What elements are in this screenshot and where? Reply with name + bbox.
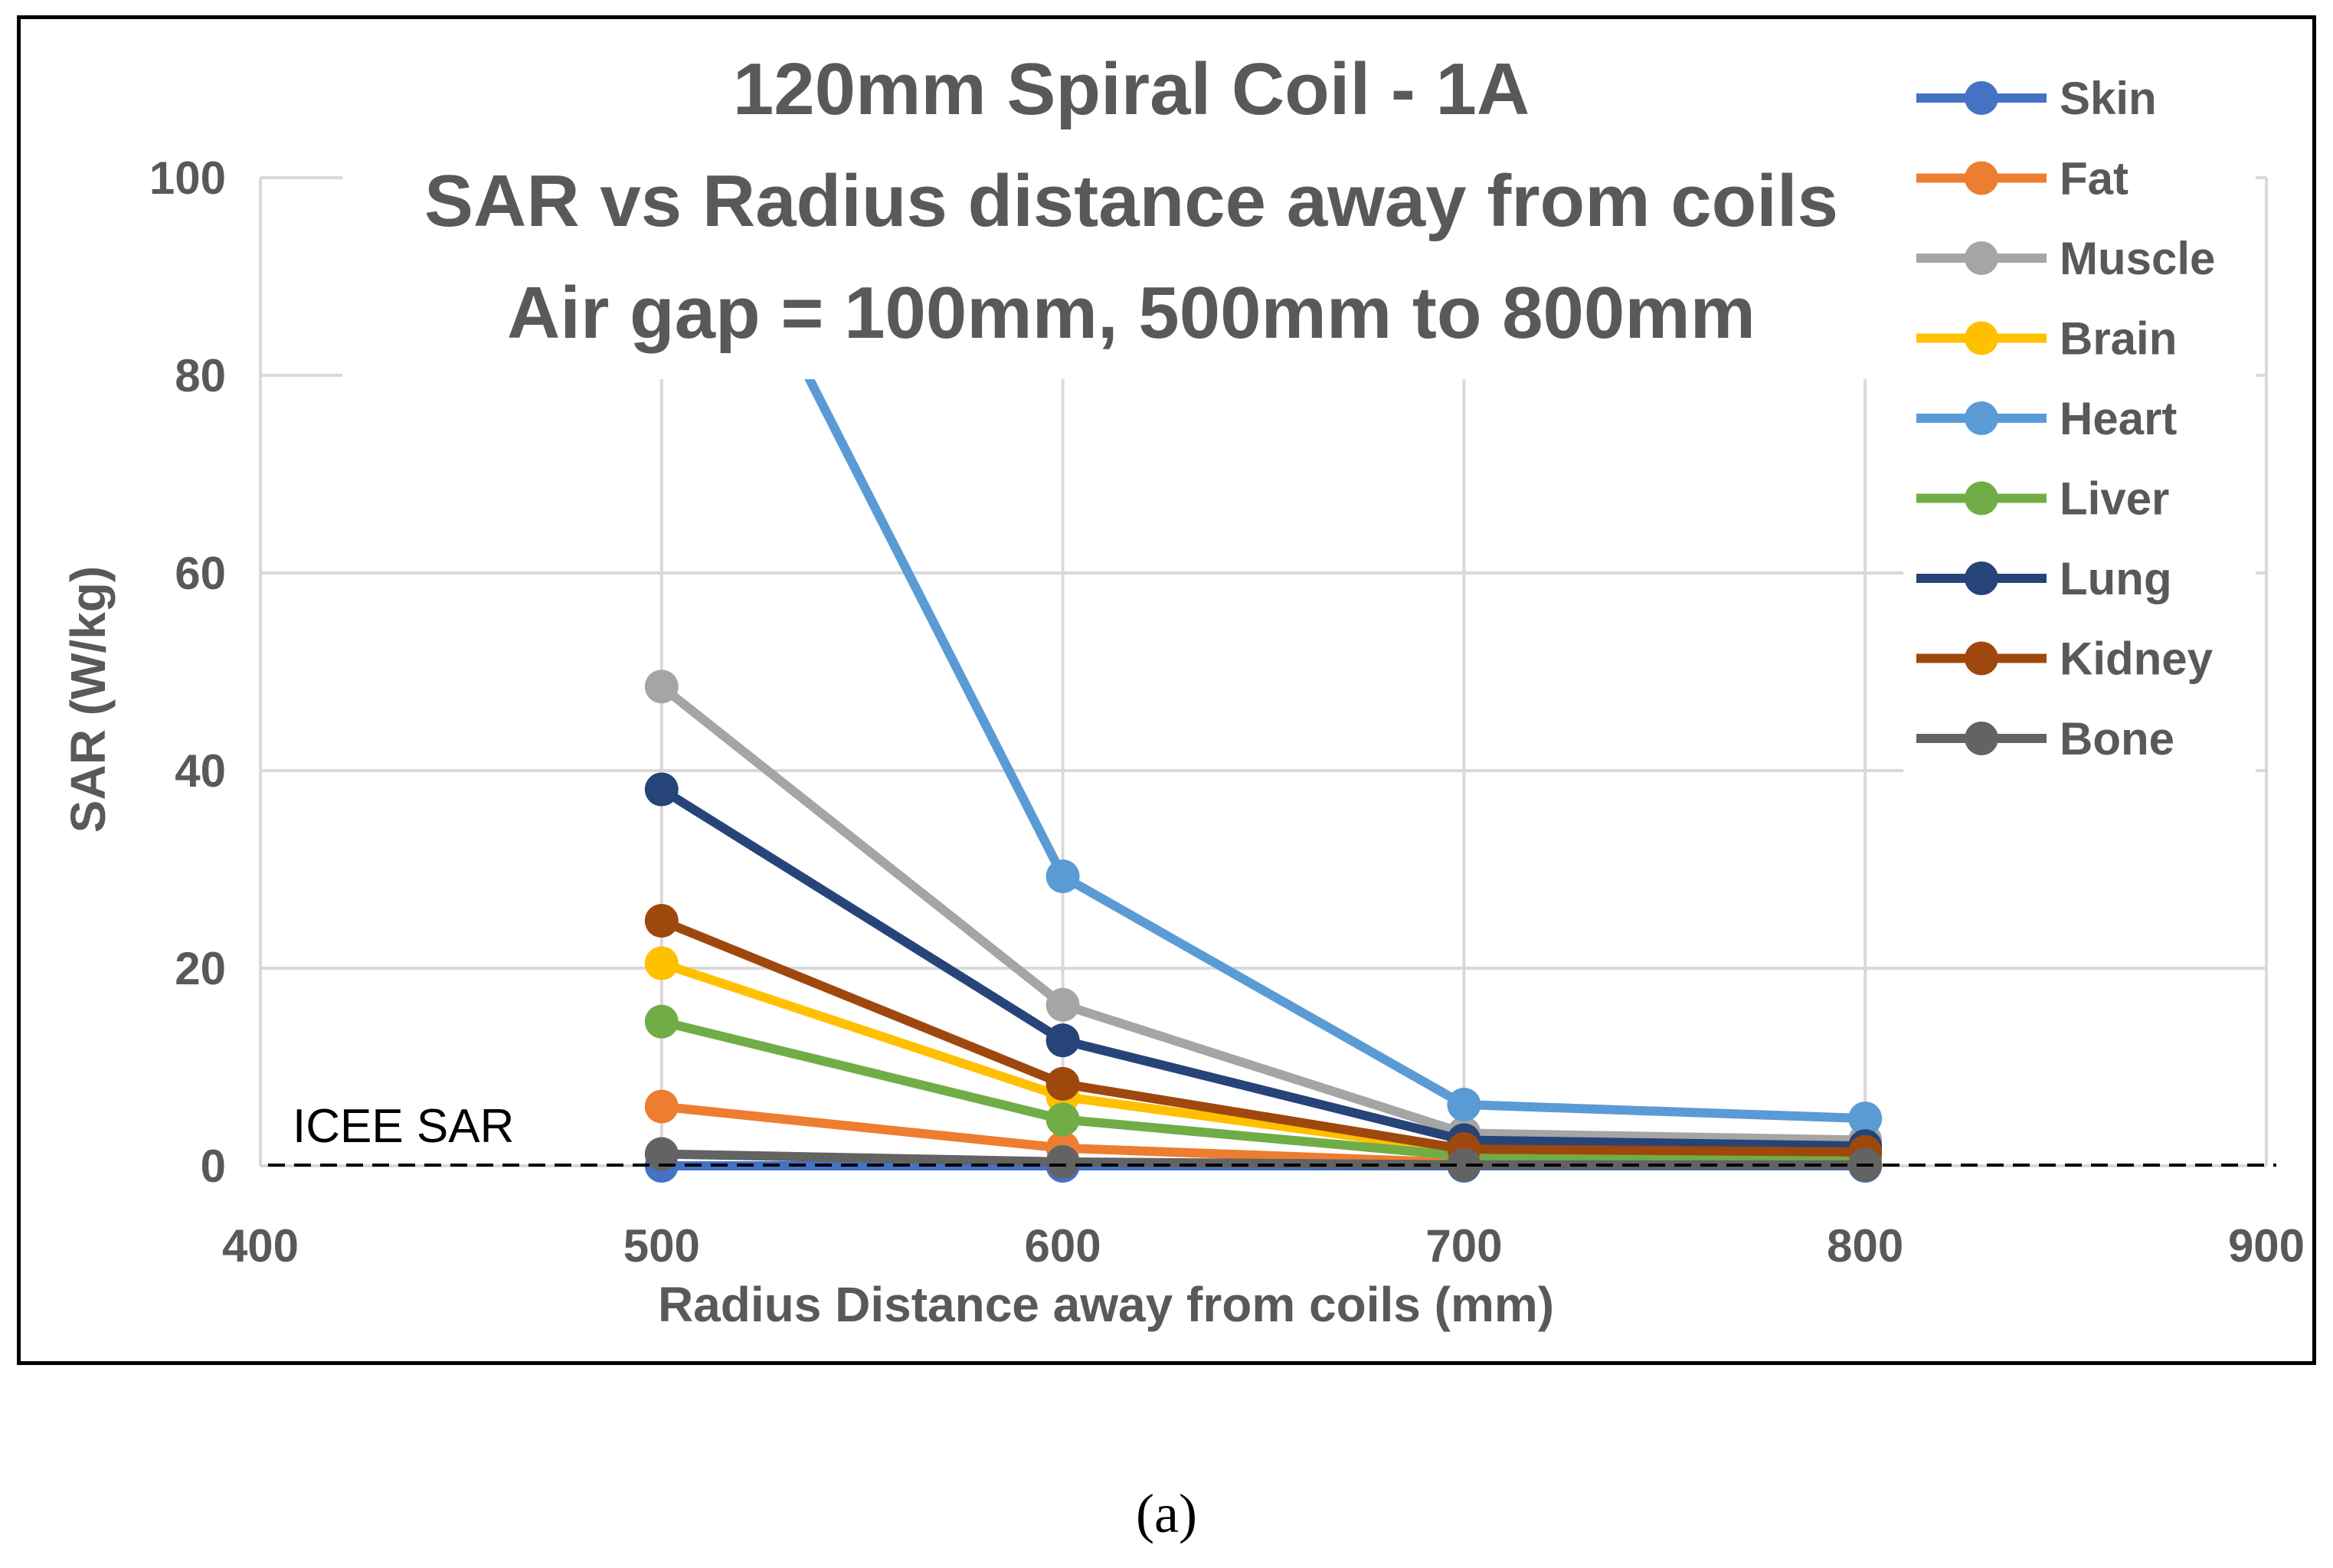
legend-swatch-marker [1965, 161, 1998, 195]
series-kidney [644, 904, 1883, 1169]
data-point [644, 669, 679, 704]
legend-item-skin: Skin [1916, 73, 2157, 124]
y-axis-title: SAR (W/kg) [61, 566, 116, 833]
legend-swatch-marker [1965, 561, 1998, 595]
x-tick-label: 400 [222, 1220, 299, 1272]
legend-label: Heart [2060, 393, 2177, 444]
legend-label: Liver [2060, 473, 2169, 525]
legend-swatch-marker [1965, 321, 1998, 355]
legend-label: Lung [2060, 553, 2172, 604]
legend-swatch-marker [1965, 641, 1998, 676]
series-line [657, 87, 1866, 1124]
series-line [659, 683, 1866, 1145]
legend-swatch-marker [1965, 81, 1998, 115]
y-tick-label: 80 [175, 350, 226, 401]
legend-item-bone: Bone [1916, 713, 2174, 764]
legend-item-fat: Fat [1916, 153, 2128, 205]
legend-label: Kidney [2060, 633, 2214, 685]
x-tick-label: 900 [2228, 1220, 2305, 1272]
legend: Skin Fat Muscle Brain Heart Liver Lung Kidney Bo… [1903, 50, 2256, 789]
chart-title-line-2: SAR vs Radius distance away from coils [424, 160, 1838, 242]
data-point [1045, 1023, 1080, 1058]
series-line [659, 785, 1866, 1151]
reference-line-layer: ICEE SAR [268, 1100, 2276, 1167]
y-tick-label: 0 [201, 1141, 226, 1192]
tick-label-layer: 0 20 40 60 80 100 400 500 600 700 800 900 [149, 152, 2305, 1272]
y-tick-label: 60 [175, 548, 226, 599]
data-point [1045, 1066, 1080, 1101]
data-point [1045, 1144, 1080, 1179]
data-point [1045, 1102, 1080, 1137]
x-tick-label: 500 [623, 1220, 700, 1272]
legend-item-heart: Heart [1916, 393, 2177, 444]
y-tick-label: 40 [175, 745, 226, 797]
data-point [644, 904, 679, 938]
chart-title-line-3: Air gap = 100mm, 500mm to 800mm [507, 272, 1755, 354]
figure-caption: (a) [1136, 1483, 1197, 1544]
x-tick-label: 700 [1425, 1220, 1502, 1272]
x-tick-label: 800 [1827, 1220, 1903, 1272]
legend-swatch-marker [1965, 481, 1998, 516]
legend-label: Skin [2060, 73, 2157, 124]
y-tick-label: 100 [149, 152, 226, 204]
x-axis-title: Radius Distance away from coils (mm) [658, 1277, 1554, 1332]
legend-label: Muscle [2060, 233, 2215, 284]
data-point [644, 1137, 679, 1171]
series-line [659, 916, 1866, 1157]
legend-item-kidney: Kidney [1916, 633, 2214, 685]
legend-item-liver: Liver [1916, 473, 2169, 525]
legend-swatch-marker [1965, 241, 1998, 275]
chart-title-line-1: 120mm Spiral Coil - 1A [733, 48, 1530, 130]
data-point [1045, 987, 1080, 1022]
data-point [644, 946, 679, 980]
data-point [1848, 1102, 1883, 1136]
x-tick-label: 600 [1025, 1220, 1101, 1272]
series-line [660, 1016, 1866, 1163]
legend-label: Fat [2060, 153, 2128, 205]
data-point [644, 1004, 679, 1039]
legend-item-brain: Brain [1916, 313, 2177, 365]
legend-label: Brain [2060, 313, 2177, 365]
chart-title: 120mm Spiral Coil - 1A SAR vs Radius dis… [342, 42, 1920, 379]
series-muscle [644, 669, 1883, 1157]
y-tick-label: 20 [175, 943, 226, 994]
legend-swatch-marker [1965, 401, 1998, 435]
data-point [1045, 859, 1080, 894]
legend-item-muscle: Muscle [1916, 233, 2215, 284]
legend-label: Bone [2060, 713, 2174, 764]
data-point [644, 1089, 679, 1124]
data-point [1447, 1088, 1481, 1122]
data-point [644, 772, 679, 807]
chart-frame: ICEE SAR 0 20 40 60 80 100 400 500 600 700 800 900 … [17, 15, 2316, 1365]
reference-line-label: ICEE SAR [293, 1100, 514, 1153]
data-point [1447, 1147, 1481, 1182]
legend-swatch-marker [1965, 722, 1998, 755]
legend-item-lung: Lung [1916, 553, 2172, 604]
